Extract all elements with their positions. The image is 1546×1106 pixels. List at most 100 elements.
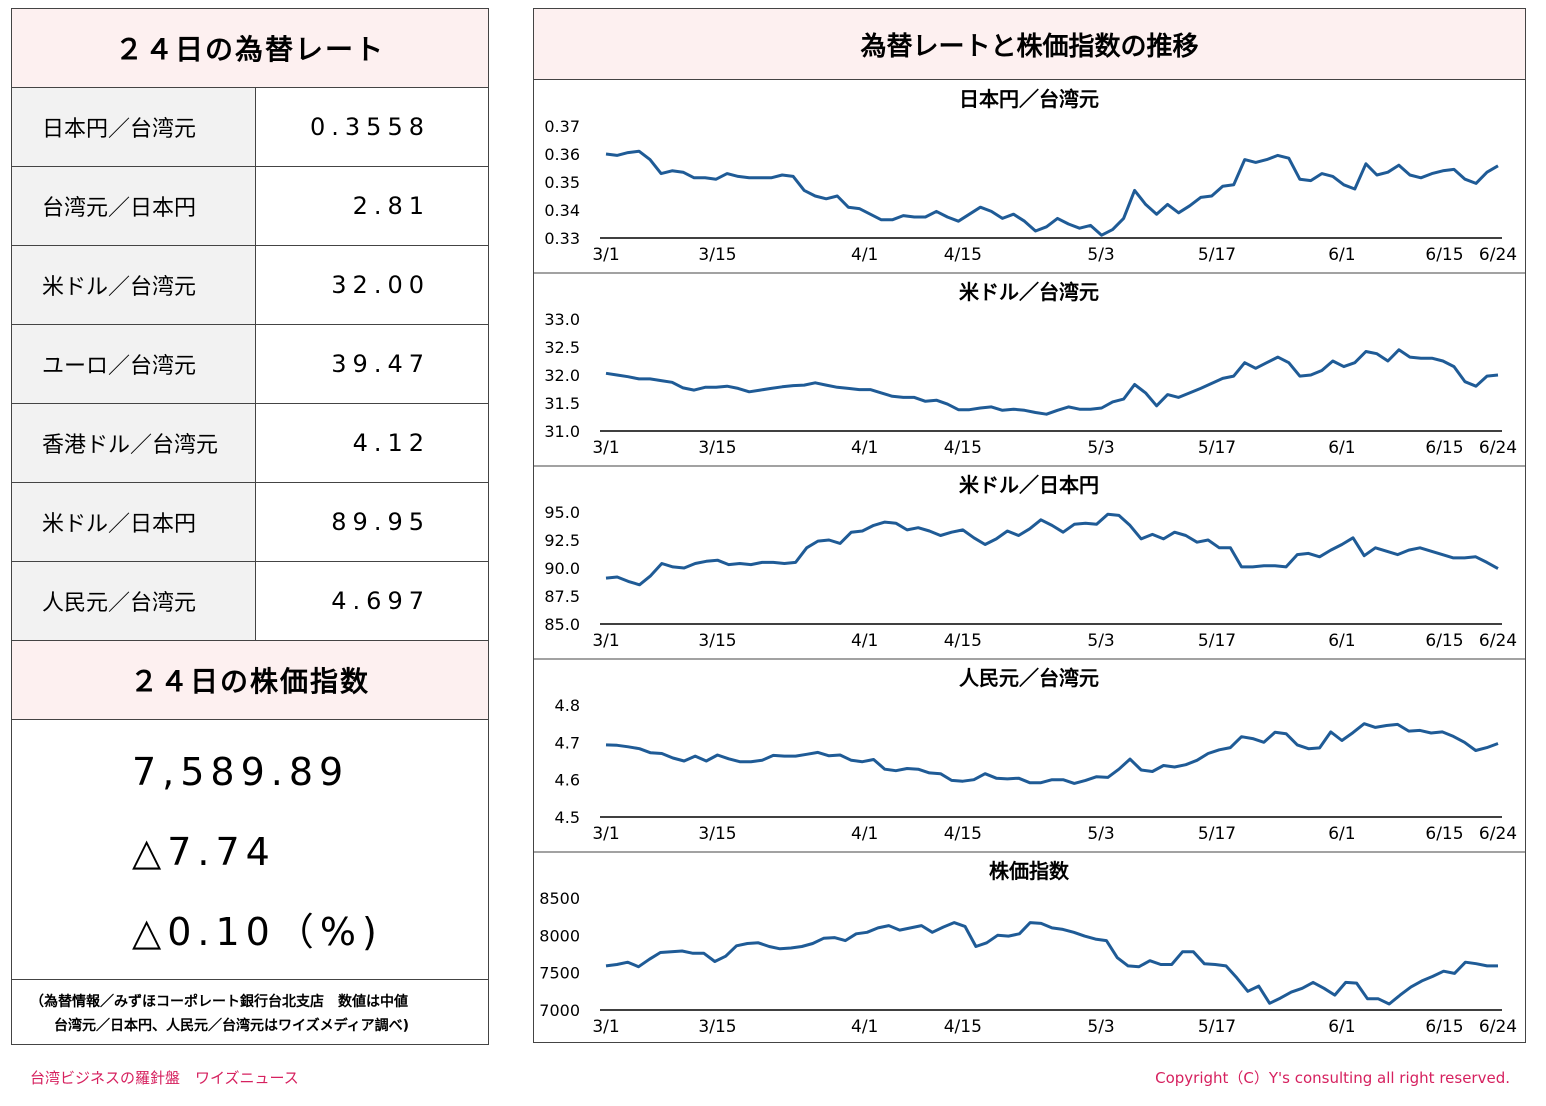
x-tick-label: 3/15	[698, 824, 736, 844]
chart-title: 人民元／台湾元	[959, 666, 1099, 690]
rate-name: 人民元／台湾元	[12, 562, 256, 640]
note-line-2: 台湾元／日本円、人民元／台湾元はワイズメディア調べ)	[54, 1018, 409, 1034]
rate-row: ユーロ／台湾元 39.47	[12, 325, 488, 404]
x-tick-label: 3/1	[592, 631, 619, 651]
rate-name: 台湾元／日本円	[12, 167, 256, 245]
stock-title: ２４日の株価指数	[12, 641, 488, 720]
right-panel: 為替レートと株価指数の推移 日本円／台湾元 0.37 0.36 0.35 0.34 0.3…	[533, 8, 1526, 1043]
x-tick-label: 6/15	[1425, 631, 1463, 651]
x-tick-label: 4/1	[851, 824, 878, 844]
x-tick-label: 4/1	[851, 438, 878, 458]
y-tick-label: 0.37	[544, 117, 580, 136]
x-tick-label: 3/15	[698, 438, 736, 458]
x-tick-label: 5/3	[1087, 1017, 1114, 1037]
y-tick-label: 31.0	[544, 422, 580, 441]
rate-value: 2.81	[352, 192, 430, 220]
x-tick-label: 6/1	[1328, 245, 1355, 265]
y-tick-label: 0.35	[544, 173, 580, 192]
rate-name: 香港ドル／台湾元	[12, 404, 256, 482]
chart-title: 日本円／台湾元	[959, 87, 1099, 111]
note-line-1: （為替情報／みずほコーポレート銀行台北支店 数値は中値	[30, 994, 408, 1010]
x-tick-label: 3/15	[698, 1017, 736, 1037]
x-tick-label: 6/15	[1425, 1017, 1463, 1037]
rate-name: 日本円／台湾元	[12, 88, 256, 166]
y-tick-label: 4.7	[555, 733, 580, 752]
chart-4: 株価指数 8500 8000 7500 7000 3/1 3/15 4/1 4/15 5/3 5/1…	[534, 851, 1525, 1037]
x-tick-label: 5/17	[1198, 631, 1236, 651]
chart-title: 米ドル／台湾元	[959, 280, 1099, 304]
x-tick-label: 4/15	[944, 1017, 982, 1037]
rates-title: ２４日の為替レート	[12, 9, 488, 88]
chart-title: 米ドル／日本円	[959, 473, 1099, 497]
x-tick-label: 6/15	[1425, 824, 1463, 844]
left-panel: ２４日の為替レート 日本円／台湾元 0.3558 台湾元／日本円 2.81 米ドル／台湾…	[11, 8, 489, 1045]
x-tick-label: 6/24	[1479, 824, 1517, 844]
y-tick-label: 4.8	[555, 696, 580, 715]
x-tick-label: 4/1	[851, 245, 878, 265]
chart-0: 日本円／台湾元 0.37 0.36 0.35 0.34 0.33 3/1 3/15 4/1 4/1…	[544, 87, 1517, 265]
x-tick-label: 3/1	[592, 824, 619, 844]
x-tick-label: 3/1	[592, 438, 619, 458]
y-tick-label: 33.0	[544, 310, 580, 329]
stock-change: △7.74	[132, 830, 276, 874]
rate-value: 4.12	[352, 429, 430, 457]
footer-brand: 台湾ビジネスの羅針盤 ワイズニュース	[30, 1069, 299, 1087]
x-tick-label: 4/15	[944, 824, 982, 844]
x-tick-label: 4/1	[851, 631, 878, 651]
rate-row: 米ドル／台湾元 32.00	[12, 246, 488, 325]
series-line	[605, 348, 1499, 416]
rate-value: 39.47	[331, 350, 430, 378]
x-tick-label: 5/3	[1087, 631, 1114, 651]
x-tick-label: 4/15	[944, 245, 982, 265]
x-tick-label: 4/1	[851, 1017, 878, 1037]
rate-name: 米ドル／日本円	[12, 483, 256, 561]
rate-row: 台湾元／日本円 2.81	[12, 167, 488, 246]
x-tick-label: 5/17	[1198, 438, 1236, 458]
x-tick-label: 5/3	[1087, 245, 1114, 265]
x-tick-label: 6/15	[1425, 245, 1463, 265]
y-tick-label: 8000	[539, 926, 580, 945]
y-tick-label: 4.6	[555, 771, 580, 790]
y-tick-label: 7500	[539, 964, 580, 983]
rate-name: ユーロ／台湾元	[12, 325, 256, 403]
charts-area: 日本円／台湾元 0.37 0.36 0.35 0.34 0.33 3/1 3/15 4/1 4/1…	[534, 87, 1525, 1037]
footer-copyright: Copyright（C）Y's consulting all right res…	[1155, 1069, 1510, 1087]
x-tick-label: 6/1	[1328, 1017, 1355, 1037]
series-line	[605, 149, 1499, 237]
rate-row: 香港ドル／台湾元 4.12	[12, 404, 488, 483]
x-tick-label: 3/1	[592, 245, 619, 265]
y-tick-label: 90.0	[544, 559, 580, 578]
y-tick-label: 8500	[539, 889, 580, 908]
x-tick-label: 6/15	[1425, 438, 1463, 458]
x-tick-label: 4/15	[944, 631, 982, 651]
rate-name: 米ドル／台湾元	[12, 246, 256, 324]
y-tick-label: 0.36	[544, 145, 580, 164]
rate-row: 日本円／台湾元 0.3558	[12, 88, 488, 167]
x-tick-label: 6/1	[1328, 438, 1355, 458]
series-line	[605, 921, 1498, 1006]
y-tick-label: 31.5	[544, 394, 580, 413]
stock-percent: △0.10（%)	[132, 910, 383, 954]
x-tick-label: 5/17	[1198, 824, 1236, 844]
chart-2: 米ドル／日本円 95.0 92.5 90.0 87.5 85.0 3/1 3/15 4/1 4/1…	[534, 465, 1525, 651]
x-tick-label: 6/24	[1479, 631, 1517, 651]
x-tick-label: 4/15	[944, 438, 982, 458]
source-note: （為替情報／みずほコーポレート銀行台北支店 数値は中値 台湾元／日本円、人民元／…	[12, 980, 488, 1038]
y-tick-label: 0.33	[544, 229, 580, 248]
x-tick-label: 6/24	[1479, 438, 1517, 458]
y-tick-label: 87.5	[544, 587, 580, 606]
x-tick-label: 5/17	[1198, 1017, 1236, 1037]
x-tick-label: 3/15	[698, 245, 736, 265]
y-tick-label: 92.5	[544, 531, 580, 550]
series-line	[605, 512, 1499, 587]
x-tick-label: 6/1	[1328, 824, 1355, 844]
chart-3: 人民元／台湾元 4.8 4.7 4.6 4.5 3/1 3/15 4/1 4/15 5/3 5/17…	[534, 658, 1525, 844]
y-tick-label: 0.34	[544, 201, 580, 220]
rate-row: 人民元／台湾元 4.697	[12, 562, 488, 641]
x-tick-label: 6/1	[1328, 631, 1355, 651]
x-tick-label: 6/24	[1479, 245, 1517, 265]
x-tick-label: 3/15	[698, 631, 736, 651]
rate-value: 32.00	[331, 271, 430, 299]
y-tick-label: 32.5	[544, 338, 580, 357]
y-tick-label: 85.0	[544, 615, 580, 634]
